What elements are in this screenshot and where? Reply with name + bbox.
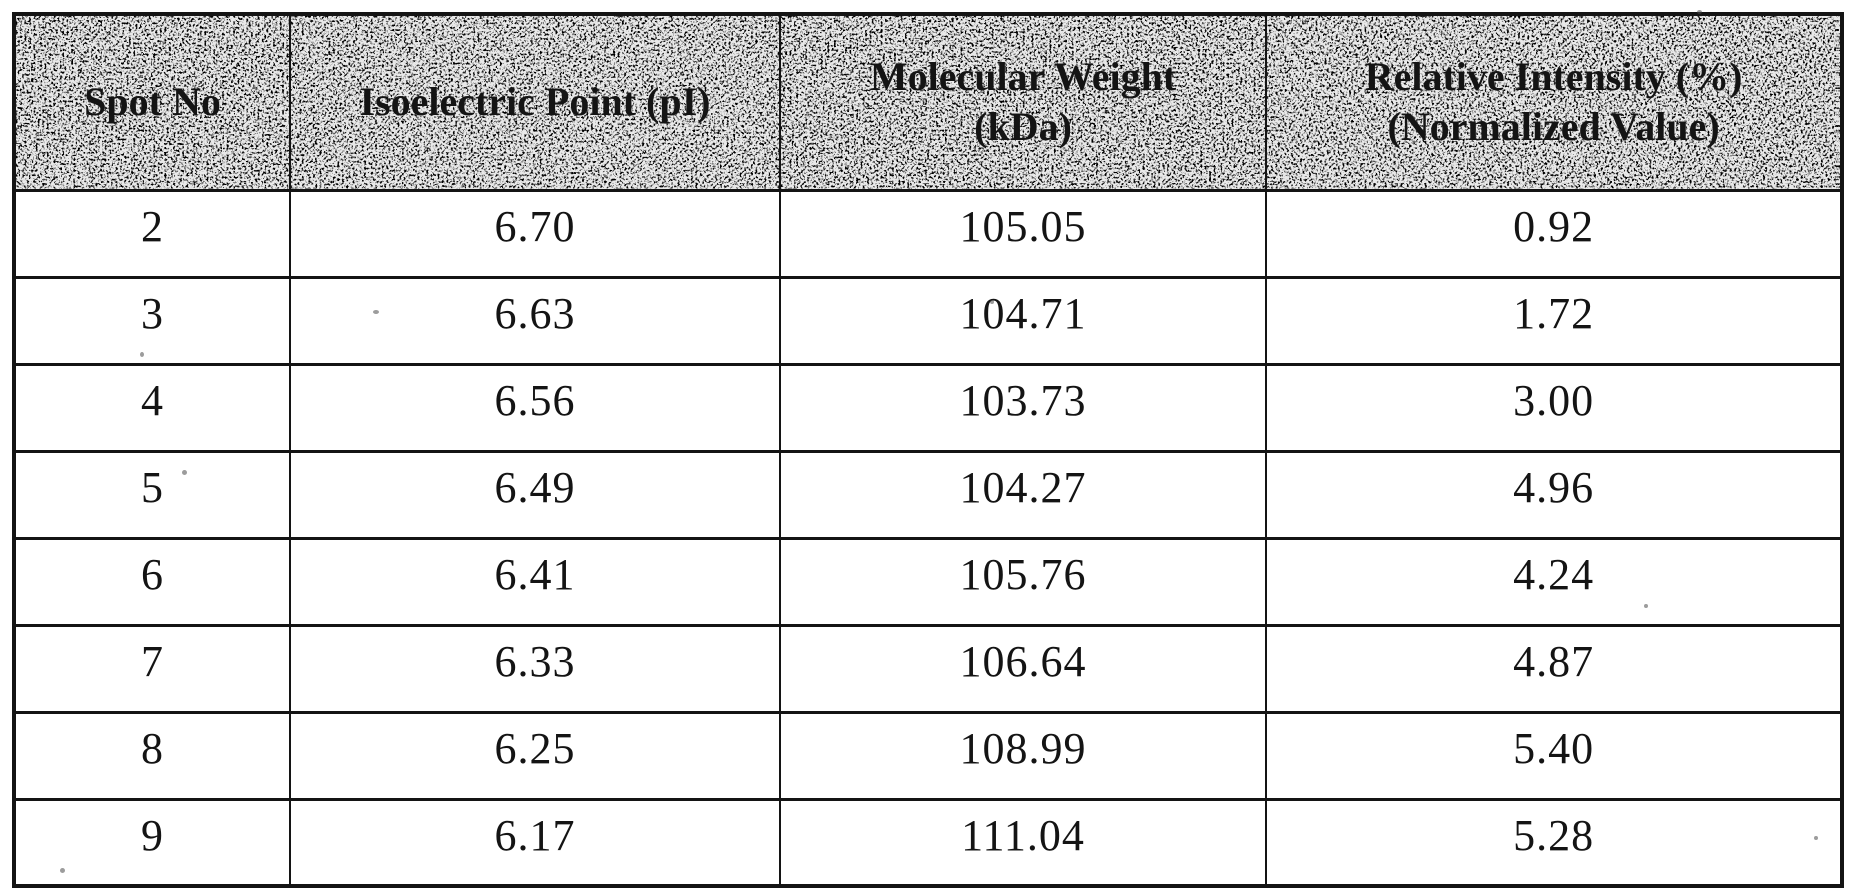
cell-relative-intensity: 4.24 xyxy=(1265,536,1843,627)
halftone-texture xyxy=(16,17,289,187)
cell-spot-no: 4 xyxy=(12,362,292,453)
cell-molecular-weight: 105.76 xyxy=(778,536,1268,627)
cell-spot-no: 2 xyxy=(12,188,292,279)
cell-isoelectric-point: 6.33 xyxy=(289,623,781,714)
table-row: 5 6.49 104.27 4.96 xyxy=(12,449,1843,540)
cell-molecular-weight: 108.99 xyxy=(778,710,1268,801)
scan-speck xyxy=(1644,604,1648,608)
cell-spot-no: 8 xyxy=(12,710,292,801)
scan-speck xyxy=(1697,10,1702,14)
cell-spot-no: 5 xyxy=(12,449,292,540)
protein-spot-table: Spot No Isoelectric Point (pI) xyxy=(12,12,1844,888)
cell-relative-intensity: 1.72 xyxy=(1265,275,1843,366)
header-molecular-weight: Molecular Weight (kDa) xyxy=(778,12,1268,192)
table-row: 7 6.33 106.64 4.87 xyxy=(12,623,1843,714)
cell-isoelectric-point: 6.56 xyxy=(289,362,781,453)
cell-molecular-weight: 105.05 xyxy=(778,188,1268,279)
table-row: 2 6.70 105.05 0.92 xyxy=(12,188,1843,279)
scan-speck xyxy=(1814,836,1818,840)
cell-relative-intensity: 0.92 xyxy=(1265,188,1843,279)
cell-isoelectric-point: 6.41 xyxy=(289,536,781,627)
cell-isoelectric-point: 6.17 xyxy=(289,797,781,888)
table-row: 4 6.56 103.73 3.00 xyxy=(12,362,1843,453)
scan-speck xyxy=(140,352,144,357)
cell-isoelectric-point: 6.49 xyxy=(289,449,781,540)
cell-relative-intensity: 4.87 xyxy=(1265,623,1843,714)
cell-molecular-weight: 111.04 xyxy=(778,797,1268,888)
cell-molecular-weight: 104.27 xyxy=(778,449,1268,540)
cell-isoelectric-point: 6.25 xyxy=(289,710,781,801)
cell-spot-no: 9 xyxy=(12,797,292,888)
cell-relative-intensity: 3.00 xyxy=(1265,362,1843,453)
header-relative-intensity: Relative Intensity (%) (Normalized Value… xyxy=(1265,12,1843,192)
cell-isoelectric-point: 6.70 xyxy=(289,188,781,279)
scan-speck xyxy=(60,868,65,873)
header-label: Isoelectric Point (pI) xyxy=(359,79,711,125)
header-spot-no: Spot No xyxy=(12,12,292,192)
table-row: 9 6.17 111.04 5.28 xyxy=(12,797,1843,888)
scan-speck xyxy=(182,470,187,475)
cell-molecular-weight: 103.73 xyxy=(778,362,1268,453)
scan-speck xyxy=(990,300,994,304)
cell-spot-no: 3 xyxy=(12,275,292,366)
halftone-texture xyxy=(292,17,778,187)
halftone-texture xyxy=(1268,17,1840,187)
table-row: 3 6.63 104.71 1.72 xyxy=(12,275,1843,366)
scan-speck xyxy=(373,310,379,314)
cell-relative-intensity: 5.28 xyxy=(1265,797,1843,888)
cell-relative-intensity: 5.40 xyxy=(1265,710,1843,801)
cell-spot-no: 6 xyxy=(12,536,292,627)
halftone-texture xyxy=(781,17,1265,187)
header-isoelectric-point: Isoelectric Point (pI) xyxy=(289,12,781,192)
table-row: 6 6.41 105.76 4.24 xyxy=(12,536,1843,627)
cell-relative-intensity: 4.96 xyxy=(1265,449,1843,540)
table-header-row: Spot No Isoelectric Point (pI) xyxy=(12,12,1843,192)
cell-spot-no: 7 xyxy=(12,623,292,714)
header-label: Molecular Weight (kDa) xyxy=(869,54,1177,150)
cell-molecular-weight: 106.64 xyxy=(778,623,1268,714)
cell-molecular-weight: 104.71 xyxy=(778,275,1268,366)
cell-isoelectric-point: 6.63 xyxy=(289,275,781,366)
table-row: 8 6.25 108.99 5.40 xyxy=(12,710,1843,801)
header-label: Spot No xyxy=(84,79,221,125)
header-label: Relative Intensity (%) (Normalized Value… xyxy=(1364,54,1743,150)
